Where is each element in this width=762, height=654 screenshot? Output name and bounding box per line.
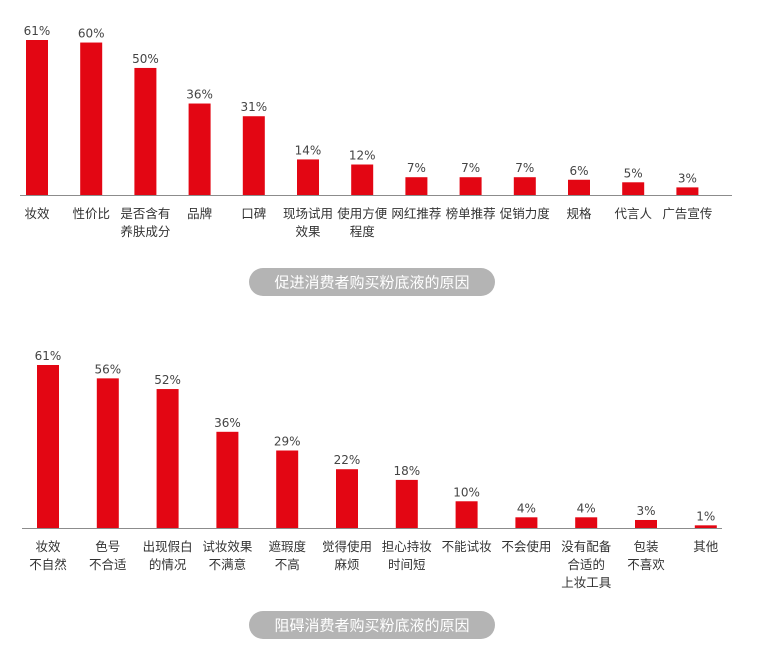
bar-1-4 [188, 103, 211, 195]
bar-2-9 [515, 517, 538, 528]
value-label: 60% [78, 27, 105, 41]
value-label: 7% [407, 161, 426, 175]
bar-1-11 [568, 179, 590, 195]
bar-2-11 [635, 519, 657, 528]
category-label: 程度 [350, 224, 376, 239]
category-label: 现场试用 [283, 206, 333, 221]
value-label: 31% [240, 100, 267, 114]
value-label: 7% [515, 161, 534, 175]
bar-2-4 [216, 431, 239, 528]
category-label: 合适的 [567, 557, 605, 572]
category-label: 担心持妆 [382, 539, 432, 554]
category-label: 不喜欢 [627, 557, 665, 572]
value-label: 22% [334, 453, 361, 467]
category-label: 是否含有 [120, 206, 170, 221]
value-label: 7% [461, 161, 480, 175]
category-label: 的情况 [149, 557, 187, 572]
value-label: 1% [696, 509, 715, 523]
value-label: 10% [453, 485, 480, 499]
bar-2-10 [575, 517, 598, 528]
bar-2-3 [156, 389, 179, 528]
category-label: 使用方便 [337, 206, 388, 221]
bar-1-1 [26, 40, 48, 195]
category-label: 不高 [275, 557, 300, 572]
bar-1-13 [676, 187, 699, 195]
category-label: 觉得使用 [322, 539, 372, 554]
category-label: 遮瑕度 [268, 539, 306, 554]
category-label: 品牌 [187, 206, 212, 221]
bar-1-6 [297, 159, 319, 195]
category-label: 效果 [295, 224, 321, 239]
category-label: 不满意 [209, 557, 247, 572]
category-label: 不能试妆 [442, 539, 492, 554]
value-label: 61% [24, 24, 51, 38]
value-label: 3% [678, 171, 697, 185]
category-label: 试妆效果 [202, 539, 253, 554]
category-label: 不合适 [89, 557, 127, 572]
bar-2-1 [37, 365, 59, 528]
value-label: 61% [35, 349, 62, 363]
bar-1-7 [351, 164, 374, 195]
category-label: 麻烦 [334, 557, 359, 572]
value-label: 18% [393, 464, 420, 478]
bar-2-6 [336, 469, 358, 528]
value-label: 3% [636, 504, 655, 518]
bar-2-12 [694, 525, 717, 528]
bar-2-2 [96, 378, 119, 528]
category-label: 上妆工具 [561, 575, 612, 590]
value-label: 14% [295, 143, 322, 157]
category-label: 代言人 [614, 206, 652, 221]
chart-title: 阻碍消费者购买粉底液的原因 [274, 617, 469, 635]
chart-title-pill [249, 611, 495, 639]
category-label: 没有配备 [561, 539, 612, 554]
bar-2-5 [276, 450, 299, 528]
category-label: 榜单推荐 [446, 206, 496, 221]
bar-1-12 [622, 182, 645, 195]
category-label: 出现假白 [143, 539, 193, 554]
category-label: 色号 [95, 539, 120, 554]
value-label: 4% [517, 501, 536, 515]
value-label: 29% [274, 435, 301, 449]
category-label: 时间短 [388, 557, 426, 572]
bar-1-8 [405, 177, 428, 195]
category-label: 养肤成分 [120, 224, 170, 239]
value-label: 5% [624, 166, 643, 180]
category-label: 网红推荐 [391, 206, 441, 221]
value-label: 36% [186, 88, 213, 102]
value-label: 56% [94, 362, 121, 376]
category-label: 不会使用 [501, 539, 551, 554]
value-label: 52% [154, 373, 181, 387]
category-label: 口碑 [241, 206, 266, 221]
value-label: 4% [577, 501, 596, 515]
category-label: 促销力度 [500, 206, 551, 221]
bar-1-10 [513, 177, 536, 195]
bar-1-3 [134, 67, 157, 195]
category-label: 不自然 [29, 557, 67, 572]
bar-2-8 [455, 501, 478, 528]
chart-title: 促进消费者购买粉底液的原因 [274, 274, 469, 292]
category-label: 规格 [566, 206, 592, 221]
chart-title-pill [249, 268, 495, 296]
category-label: 妆效 [35, 539, 61, 554]
category-label: 广告宣传 [662, 206, 712, 221]
category-label: 包装 [633, 539, 658, 554]
value-label: 12% [349, 149, 376, 163]
category-label: 妆效 [24, 206, 50, 221]
value-label: 36% [214, 416, 241, 430]
category-label: 性价比 [72, 206, 110, 221]
value-label: 6% [569, 164, 588, 178]
bar-2-7 [395, 479, 418, 528]
bar-1-2 [80, 42, 103, 195]
bar-1-9 [459, 177, 482, 195]
category-label: 其他 [693, 539, 719, 554]
value-label: 50% [132, 52, 159, 66]
bar-1-5 [242, 116, 265, 195]
